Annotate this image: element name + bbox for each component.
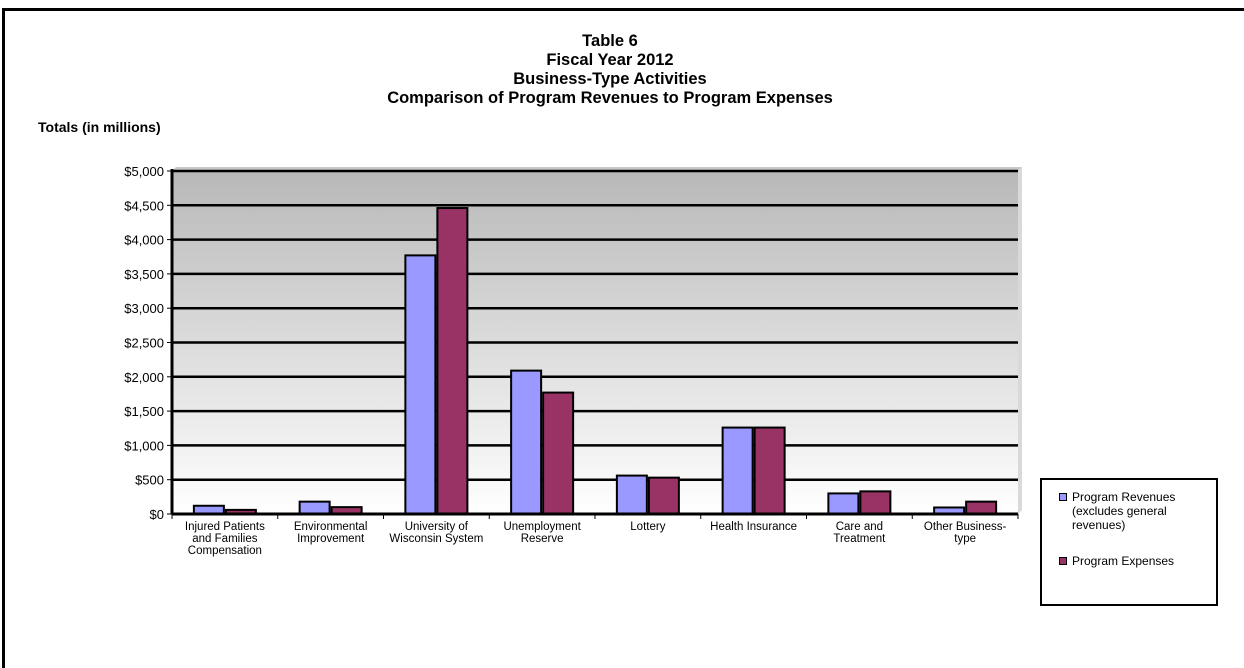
y-tick-label: $1,000 (124, 438, 164, 453)
legend-label-expenses: Program Expenses (1072, 554, 1175, 568)
legend-swatch-revenues (1059, 493, 1067, 501)
plot-side-wall (1018, 167, 1022, 514)
bar-revenues (721, 426, 754, 515)
y-tick-label: $3,000 (124, 301, 164, 316)
x-tick-label: Injured Patients (185, 521, 265, 533)
title-line-3: Business-Type Activities (513, 70, 707, 88)
y-tick-label: $500 (135, 473, 164, 488)
x-tick-label: Treatment (833, 533, 886, 545)
x-tick-label: Wisconsin System (389, 533, 483, 545)
bar-revenues (827, 492, 860, 516)
bar-revenues (510, 369, 543, 515)
y-tick-label: $4,500 (124, 198, 164, 213)
x-tick-label: Unemployment (503, 521, 581, 533)
bar-revenues (404, 254, 437, 516)
x-tick-label: type (954, 533, 976, 545)
x-tick-label: Environmental (294, 521, 368, 533)
legend-label-revenues-line-3: revenues) (1072, 518, 1126, 532)
bar-expenses (436, 207, 469, 515)
x-tick-label: Care and (836, 521, 883, 533)
y-tick-label: $2,500 (124, 336, 164, 351)
bar-expenses (965, 500, 998, 516)
bar-chart: $0 $500 $1,000 $1,500 $2,000 $2,500 $3,000 $3,5… (124, 164, 1022, 557)
x-tick-label: University of (405, 521, 469, 533)
chart-frame (2, 8, 1244, 668)
y-tick-label: $5,000 (124, 164, 164, 179)
x-tick-label: Improvement (297, 533, 365, 545)
legend-label-revenues-line-1: Program Revenues (1072, 490, 1176, 504)
legend-item-expenses: Program Expenses (1059, 554, 1212, 568)
bar-revenues (298, 500, 331, 516)
y-tick-label: $2,000 (124, 370, 164, 385)
bar-expenses (753, 426, 786, 515)
bar-expenses (859, 490, 892, 515)
legend-swatch-expenses (1059, 557, 1067, 565)
x-tick-label: and Families (192, 533, 257, 545)
bar-revenues (615, 474, 648, 516)
y-axis-label: Totals (in millions) (38, 119, 161, 135)
bar-expenses (647, 476, 680, 515)
bar-expenses (542, 391, 575, 515)
chart-title: Table 6 Fiscal Year 2012 Business-Type A… (300, 32, 920, 108)
x-tick-label: Health Insurance (710, 521, 797, 533)
legend-label-revenues-line-2: (excludes general (1072, 504, 1167, 518)
x-tick-label: Reserve (521, 533, 564, 545)
legend-item-revenues: Program Revenues (excludes general reven… (1059, 490, 1212, 532)
y-tick-label: $4,000 (124, 233, 164, 248)
y-tick-label: $0 (150, 507, 164, 522)
x-tick-label: Compensation (188, 545, 262, 557)
legend: Program Revenues (excludes general reven… (1040, 478, 1218, 606)
title-line-2: Fiscal Year 2012 (546, 51, 674, 69)
x-tick-label: Lottery (630, 521, 665, 533)
y-tick-label: $3,500 (124, 267, 164, 282)
y-tick-label: $1,500 (124, 404, 164, 419)
title-line-1: Table 6 (582, 32, 638, 50)
title-line-4: Comparison of Program Revenues to Progra… (387, 89, 833, 107)
x-tick-label: Other Business- (924, 521, 1007, 533)
